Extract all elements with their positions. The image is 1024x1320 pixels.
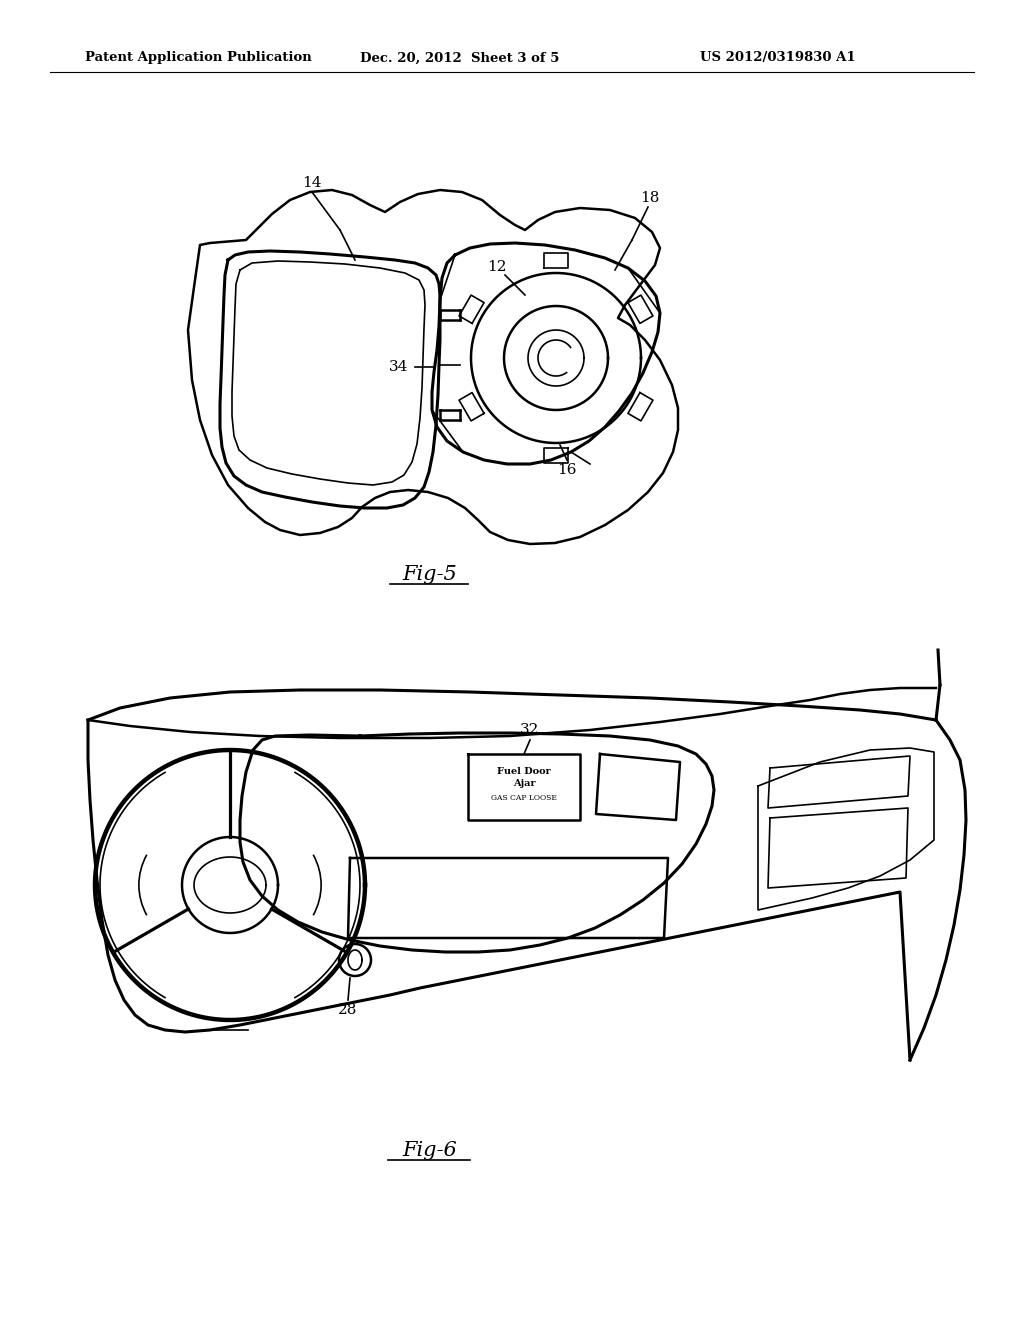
Text: Fig-5: Fig-5 bbox=[402, 565, 458, 585]
Text: 18: 18 bbox=[640, 191, 659, 205]
Text: GAS CAP LOOSE: GAS CAP LOOSE bbox=[492, 795, 557, 803]
Text: 12: 12 bbox=[487, 260, 507, 275]
Text: US 2012/0319830 A1: US 2012/0319830 A1 bbox=[700, 51, 856, 65]
Text: 14: 14 bbox=[302, 176, 322, 190]
Text: 32: 32 bbox=[520, 723, 540, 737]
Text: Fuel Door: Fuel Door bbox=[497, 767, 551, 776]
Text: 16: 16 bbox=[557, 463, 577, 477]
Text: Ajar: Ajar bbox=[513, 780, 536, 788]
Text: Fig-6: Fig-6 bbox=[402, 1140, 458, 1159]
Text: Dec. 20, 2012  Sheet 3 of 5: Dec. 20, 2012 Sheet 3 of 5 bbox=[360, 51, 559, 65]
Text: 34: 34 bbox=[389, 360, 408, 374]
Text: Patent Application Publication: Patent Application Publication bbox=[85, 51, 311, 65]
Text: 28: 28 bbox=[338, 1003, 357, 1016]
